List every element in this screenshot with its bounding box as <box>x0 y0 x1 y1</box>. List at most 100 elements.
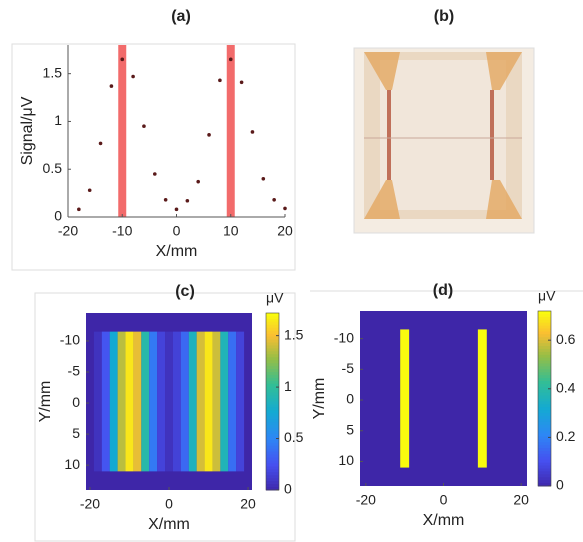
heatmap-cell <box>117 331 126 472</box>
y-tick-label: 5 <box>72 425 80 441</box>
colorbar-segment <box>266 481 279 485</box>
colorbar-segment <box>538 381 551 385</box>
y-tick-label: 1.5 <box>43 64 63 80</box>
colorbar-segment <box>538 465 551 469</box>
colorbar-segment <box>266 410 279 414</box>
colorbar-segment <box>538 360 551 364</box>
colorbar-segment <box>266 348 279 352</box>
colorbar-segment <box>538 328 551 332</box>
colorbar-tick-label: 0.5 <box>284 429 304 445</box>
colorbar-segment <box>538 401 551 405</box>
colorbar-segment <box>266 342 279 346</box>
colorbar-segment <box>538 430 551 434</box>
point <box>218 78 222 83</box>
panel-frame <box>34 292 296 542</box>
colorbar-segment <box>538 366 551 370</box>
heatmap-cell <box>172 331 181 472</box>
colorbar-segment <box>266 431 279 435</box>
colorbar-segment <box>538 462 551 467</box>
y-tick-label: 0.5 <box>43 160 63 176</box>
y-tick-label: 0 <box>346 391 354 407</box>
colorbar-segment <box>266 366 279 370</box>
heatmap-cell <box>220 331 229 472</box>
colorbar-segment <box>538 418 551 423</box>
colorbar-segment <box>538 372 551 376</box>
colorbar-segment <box>266 389 279 394</box>
colorbar-tick-label: 0 <box>284 481 292 497</box>
y-tick-label: 10 <box>338 452 354 468</box>
point <box>109 84 114 88</box>
heatmap-cell <box>157 331 166 472</box>
heatmap-cell <box>228 331 237 472</box>
x-tick-label: -10 <box>112 223 132 239</box>
colorbar-segment <box>266 336 279 341</box>
point <box>98 141 103 146</box>
colorbar-segment <box>266 330 279 335</box>
colorbar-segment <box>538 340 551 344</box>
panel-title: (c) <box>175 283 195 300</box>
colorbar-segment <box>538 354 551 359</box>
colorbar-segment <box>538 357 551 362</box>
x-tick-label: -20 <box>80 496 100 512</box>
heatmap-cell <box>93 331 102 472</box>
colorbar-segment <box>266 357 279 361</box>
colorbar-segment <box>538 395 551 399</box>
colorbar-segment <box>266 315 279 320</box>
y-tick-label: 5 <box>346 421 354 437</box>
colorbar-segment <box>266 354 279 358</box>
y-tick-label: -10 <box>60 332 80 348</box>
heatmap-cell <box>212 331 221 472</box>
heatmap-cell <box>149 331 158 472</box>
colorbar-segment <box>538 471 551 475</box>
colorbar-tick-label: 1.5 <box>284 326 304 342</box>
colorbar-frame <box>537 310 552 487</box>
colorbar-segment <box>266 369 279 373</box>
colorbar-segment <box>538 375 551 379</box>
colorbar-segment <box>266 445 279 450</box>
colorbar-segment <box>266 413 279 417</box>
colorbar-segment <box>538 410 551 414</box>
heatmap-cell <box>141 331 150 472</box>
colorbar-segment <box>538 313 551 318</box>
point <box>174 207 179 212</box>
point <box>283 206 287 211</box>
x-tick-label: 0 <box>173 223 181 239</box>
heatmap-cell <box>188 331 197 472</box>
x-tick-label: -20 <box>356 492 376 508</box>
colorbar-segment <box>266 321 279 326</box>
point <box>272 198 276 202</box>
heatmap-cell <box>133 331 142 472</box>
heatmap-cell <box>236 331 245 472</box>
heatmap-cell <box>109 331 118 472</box>
panel-title: (a) <box>171 8 191 25</box>
colorbar-segment <box>538 369 551 373</box>
colorbar-segment <box>538 483 551 487</box>
colorbar-segment <box>266 433 279 438</box>
colorbar-segment <box>266 324 279 329</box>
colorbar-segment <box>266 404 279 408</box>
colorbar-segment <box>538 346 551 350</box>
x-tick-label: 10 <box>223 223 239 239</box>
point <box>196 179 200 184</box>
colorbar-segment <box>538 439 551 443</box>
colorbar-segment <box>538 436 551 440</box>
point <box>77 207 81 212</box>
colorbar-segment <box>538 392 551 397</box>
colorbar-tick-label: 0.6 <box>556 331 576 347</box>
point <box>120 57 125 62</box>
colorbar-segment <box>266 416 279 420</box>
y-tick-label: 1 <box>54 112 62 128</box>
colorbar-segment <box>538 480 551 484</box>
colorbar-segment <box>266 407 279 411</box>
heatmap-cell <box>125 331 134 472</box>
colorbar-segment <box>266 463 279 467</box>
colorbar-segment <box>266 363 279 367</box>
highlight-band <box>118 45 127 217</box>
y-tick-label: 0 <box>54 208 62 224</box>
panel-title: (b) <box>434 8 454 25</box>
colorbar-segment <box>266 422 279 426</box>
colorbar-segment <box>538 433 551 437</box>
colorbar-segment <box>266 380 279 385</box>
colorbar-label: μV <box>538 288 556 304</box>
